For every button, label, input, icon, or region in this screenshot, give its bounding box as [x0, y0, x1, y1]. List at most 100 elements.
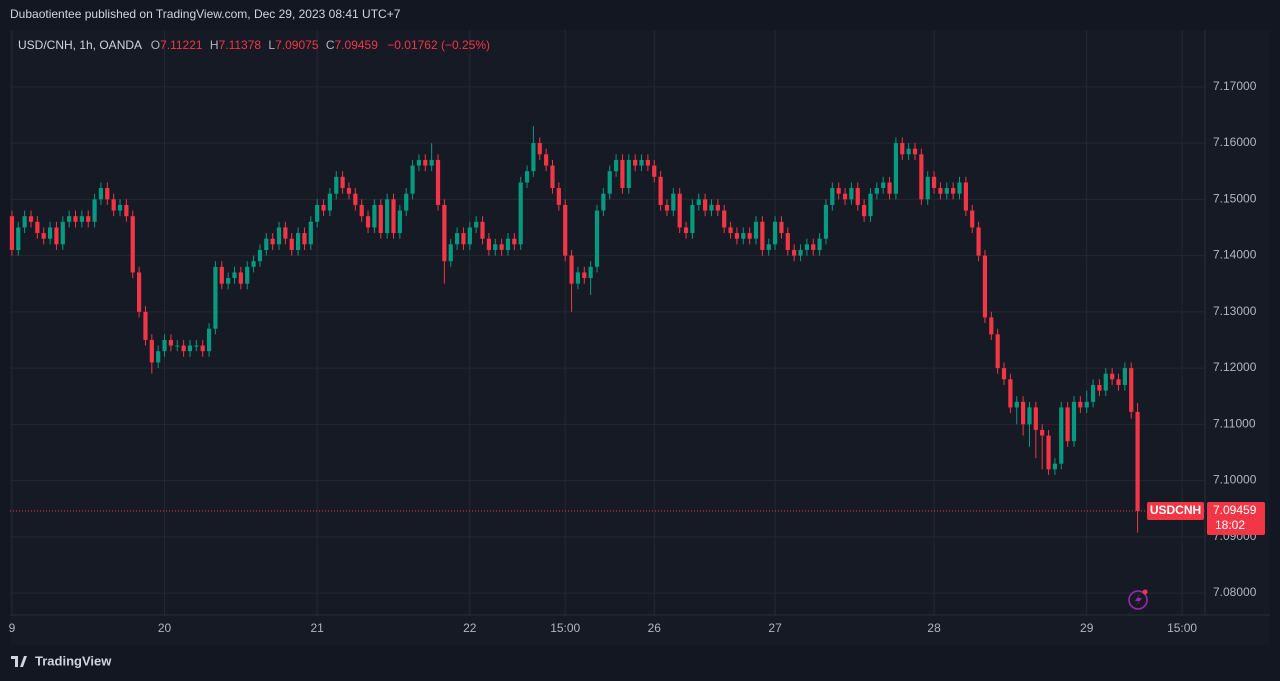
- candle-body: [315, 204, 320, 222]
- candle-body: [524, 171, 530, 183]
- logo-mark[interactable]: [11, 656, 27, 667]
- candle-body: [206, 328, 212, 352]
- candle-body: [98, 188, 104, 200]
- candle-body: [741, 233, 746, 239]
- symbol-tag: [1147, 501, 1204, 520]
- ohlc-letter: L: [268, 38, 275, 52]
- x-tick-label: 26: [648, 621, 662, 635]
- candle-body: [257, 249, 263, 262]
- candle-body: [416, 159, 422, 166]
- candle-body: [117, 204, 123, 211]
- candle-body: [1001, 368, 1007, 380]
- y-tick-label: 7.12000: [1213, 360, 1257, 374]
- candle-body: [550, 165, 555, 189]
- candle-body: [766, 244, 771, 250]
- candle-body: [1033, 407, 1038, 430]
- ohlc-value: 7.09075: [275, 38, 319, 52]
- alert-icon[interactable]: [1128, 589, 1148, 610]
- candle-body: [54, 227, 59, 245]
- chart-panel: [10, 30, 1270, 645]
- candle-body: [372, 204, 377, 228]
- candle-body: [1040, 429, 1045, 436]
- candle-body: [639, 159, 644, 166]
- ohlc-value: 7.11221: [160, 38, 203, 52]
- change: −0.01762 (−0.25%): [387, 38, 490, 52]
- candle-body: [92, 199, 97, 222]
- candle-body: [881, 182, 886, 189]
- candle-body: [734, 233, 740, 239]
- y-tick-label: 7.11000: [1213, 416, 1256, 430]
- footer-logo[interactable]: TradingView: [11, 653, 112, 668]
- candle-body: [334, 176, 339, 194]
- candle-body: [86, 216, 91, 222]
- candle-body: [912, 148, 918, 155]
- publish-info: Dubaotientee published on TradingView.co…: [10, 7, 401, 21]
- candle-body: [1059, 407, 1064, 464]
- candle-body: [499, 244, 504, 250]
- candle-body: [887, 182, 892, 194]
- candle-body: [156, 351, 161, 363]
- candle-body: [633, 159, 638, 166]
- candle-body: [696, 199, 701, 205]
- candle-body: [709, 204, 714, 211]
- candle-body: [137, 272, 142, 312]
- candle-body: [391, 199, 396, 234]
- candle-body: [200, 345, 205, 352]
- candle-body: [385, 199, 390, 234]
- candle-body: [232, 272, 237, 279]
- candle-body: [162, 339, 167, 352]
- candle-body: [569, 255, 574, 284]
- candle-body: [823, 204, 829, 239]
- candle-body: [830, 188, 835, 205]
- candle-body: [963, 182, 968, 211]
- candle-body: [435, 159, 441, 205]
- candle-body: [747, 233, 752, 239]
- candle-body: [283, 227, 288, 239]
- candle-body: [957, 182, 962, 194]
- candle-body: [467, 227, 472, 245]
- candle-body: [1014, 401, 1019, 408]
- candle-body: [607, 171, 612, 194]
- y-tick-label: 7.15000: [1213, 191, 1257, 205]
- candle-body: [47, 227, 53, 239]
- x-tick-label: 15:00: [550, 621, 580, 635]
- candle-body: [276, 227, 282, 245]
- candle-body: [970, 210, 975, 228]
- symbol-tag-label: USDCNH: [1150, 503, 1201, 517]
- alert-bolt[interactable]: [1135, 594, 1142, 606]
- ohlc-letter: C: [326, 38, 335, 52]
- candle-body: [518, 182, 523, 245]
- candle-body: [213, 266, 218, 329]
- candle-body: [855, 188, 860, 205]
- x-tick-label: 21: [310, 621, 324, 635]
- y-tick-label: 7.16000: [1213, 135, 1257, 149]
- candle-body: [1052, 463, 1058, 470]
- candle-body: [251, 261, 256, 267]
- candle-body: [9, 216, 15, 250]
- candle-body: [1116, 379, 1121, 385]
- candle-body: [505, 238, 511, 250]
- candle-body: [556, 188, 561, 205]
- candle-body: [690, 204, 695, 234]
- candle-body: [16, 227, 21, 250]
- candle-body: [454, 233, 460, 245]
- candle-body: [925, 176, 930, 200]
- symbol-info: USD/CNH, 1h, OANDA: [18, 38, 142, 52]
- candle-body: [868, 193, 873, 217]
- ohlc-letter: H: [210, 38, 219, 52]
- x-tick-label: 27: [768, 621, 782, 635]
- candle-body: [353, 193, 358, 205]
- candle-body: [404, 193, 409, 211]
- candle-body: [486, 238, 491, 250]
- candle-body: [779, 221, 784, 234]
- candle-body: [919, 154, 924, 200]
- candle-body: [772, 221, 778, 245]
- candle-body: [429, 159, 434, 166]
- brand[interactable]: TradingView: [35, 653, 112, 668]
- candle-body: [270, 238, 275, 245]
- alert-ring[interactable]: [1128, 590, 1148, 610]
- candle-body: [893, 143, 899, 194]
- candle-body: [785, 233, 790, 250]
- candle-body: [1129, 368, 1134, 412]
